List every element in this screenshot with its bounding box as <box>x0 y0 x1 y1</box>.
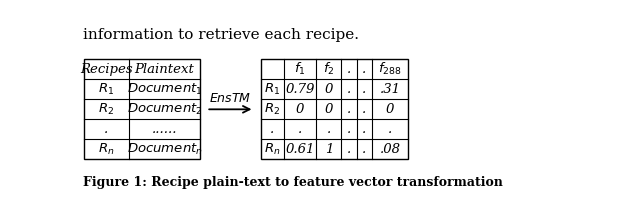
Text: ......: ...... <box>152 123 177 136</box>
Text: .: . <box>104 123 108 136</box>
Text: Figure 1: Recipe plain-text to feature vector transformation: Figure 1: Recipe plain-text to feature v… <box>83 176 503 189</box>
Text: $R_n$: $R_n$ <box>98 142 115 157</box>
Text: $f_1$: $f_1$ <box>294 61 306 77</box>
Text: $f_{288}$: $f_{288}$ <box>378 61 402 77</box>
Text: .31: .31 <box>380 83 401 96</box>
Text: .: . <box>347 143 351 156</box>
Text: 0: 0 <box>386 103 394 116</box>
Text: .: . <box>362 143 367 156</box>
Text: .: . <box>347 103 351 116</box>
Text: 0.79: 0.79 <box>285 83 315 96</box>
Text: $R_1$: $R_1$ <box>264 82 280 97</box>
Text: 0.61: 0.61 <box>285 143 315 156</box>
Text: Plaintext: Plaintext <box>134 63 195 76</box>
Bar <box>260 59 408 159</box>
Bar <box>84 59 200 159</box>
Text: $Document_2$: $Document_2$ <box>127 102 202 117</box>
Text: 0: 0 <box>324 83 333 96</box>
Text: $Document_n$: $Document_n$ <box>127 142 202 157</box>
Text: .: . <box>388 123 392 136</box>
Text: $R_n$: $R_n$ <box>264 142 280 157</box>
Text: $EnsTM$: $EnsTM$ <box>209 92 252 106</box>
Text: $f_2$: $f_2$ <box>323 61 335 77</box>
Text: Recipes: Recipes <box>80 63 132 76</box>
Text: .: . <box>362 103 367 116</box>
Text: .: . <box>347 63 351 76</box>
Text: 0: 0 <box>324 103 333 116</box>
Text: information to retrieve each recipe.: information to retrieve each recipe. <box>83 29 359 43</box>
Text: 1: 1 <box>324 143 333 156</box>
Text: .: . <box>347 83 351 96</box>
Text: .: . <box>326 123 331 136</box>
Text: .: . <box>362 63 367 76</box>
Text: $Document_1$: $Document_1$ <box>127 82 202 97</box>
Text: .: . <box>362 123 367 136</box>
Text: 0: 0 <box>296 103 304 116</box>
Text: $R_2$: $R_2$ <box>264 102 280 117</box>
Text: $R_1$: $R_1$ <box>99 82 115 97</box>
Text: .08: .08 <box>380 143 401 156</box>
Text: .: . <box>347 123 351 136</box>
Text: $R_2$: $R_2$ <box>99 102 115 117</box>
Text: .: . <box>270 123 275 136</box>
Text: .: . <box>362 83 367 96</box>
Text: .: . <box>298 123 302 136</box>
